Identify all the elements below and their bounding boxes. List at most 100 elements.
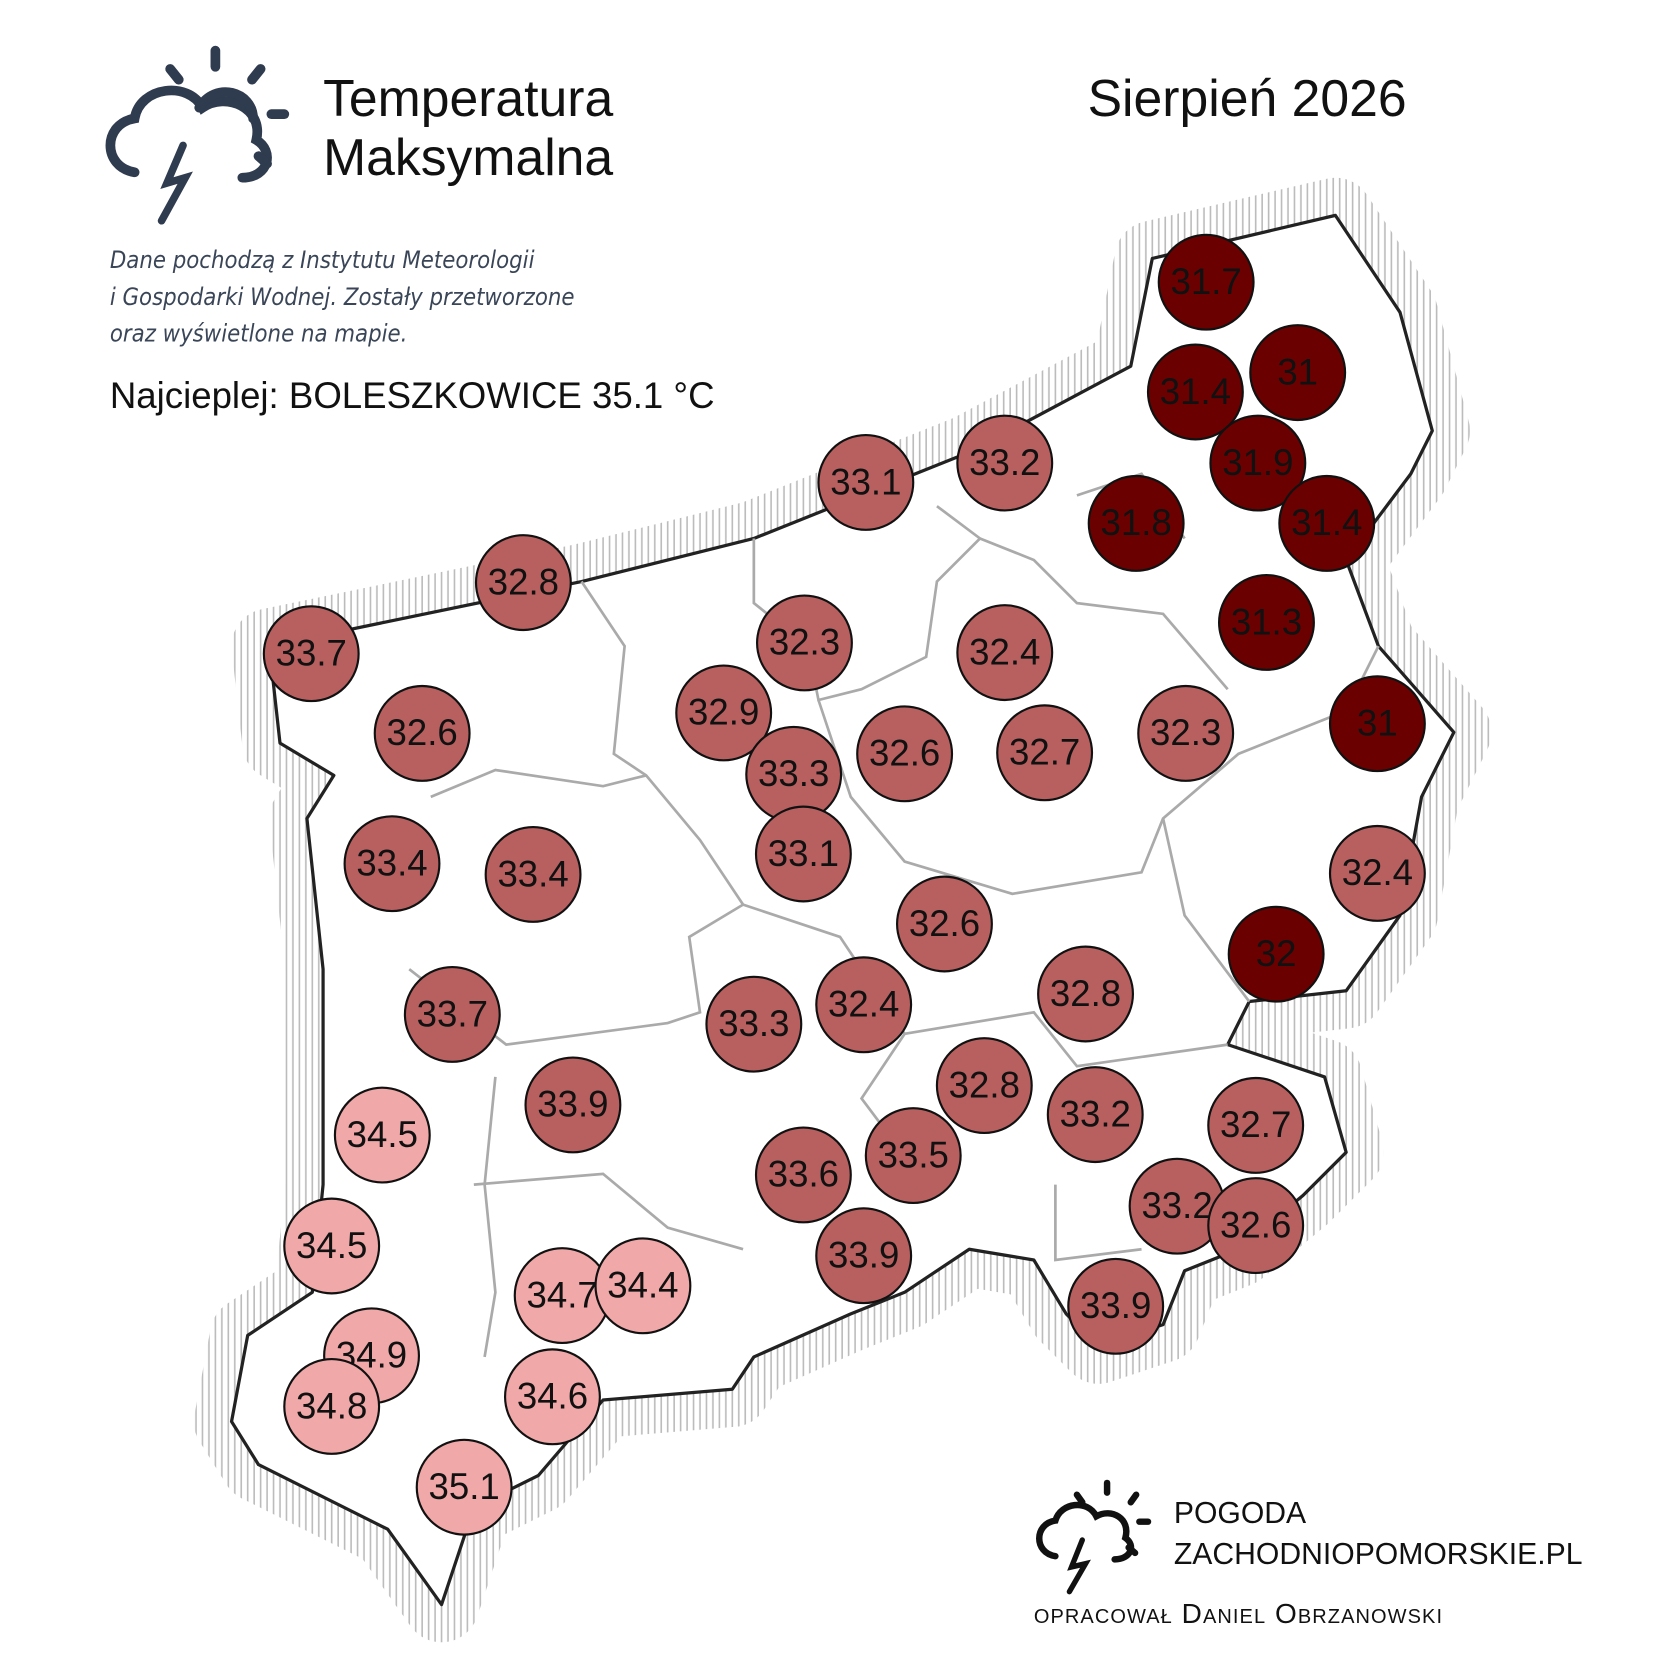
station-marker (1037, 945, 1134, 1043)
station-marker (864, 1107, 962, 1204)
station-value: 32.9 (688, 692, 759, 733)
station-marker (956, 604, 1054, 702)
footer-logo (1036, 1479, 1152, 1595)
station-value: 33.5 (878, 1134, 949, 1175)
station-marker (403, 966, 501, 1063)
station-value: 31 (1277, 351, 1318, 392)
station-value: 32 (1256, 933, 1297, 974)
station-marker (283, 1357, 381, 1455)
station-marker (283, 1197, 381, 1295)
station-value: 32.7 (1009, 732, 1080, 773)
station-value: 32.4 (828, 984, 899, 1025)
station-marker (754, 1126, 852, 1224)
station-marker (1209, 414, 1307, 512)
station-value: 33.9 (537, 1084, 608, 1125)
station-value: 32.8 (1050, 973, 1121, 1014)
station-marker (1328, 675, 1426, 773)
station-value: 32.4 (1342, 852, 1413, 893)
station-value: 32.8 (949, 1064, 1020, 1105)
station-value: 31.7 (1171, 261, 1242, 302)
brand-line: ZACHODNIOPOMORSKIE.PL (1174, 1538, 1583, 1571)
station-marker (1207, 1076, 1305, 1174)
station-marker (956, 414, 1054, 512)
description-line: i Gospodarki Wodnej. Zostały przetworzon… (110, 283, 575, 311)
title-line: Temperatura (323, 69, 613, 127)
weather-logo (105, 45, 290, 225)
station-value: 33.1 (768, 833, 839, 874)
station-value: 34.5 (347, 1114, 418, 1155)
station-marker (1227, 905, 1325, 1003)
station-value: 33.2 (969, 442, 1040, 483)
station-value: 31.4 (1160, 371, 1231, 412)
station-marker (756, 594, 853, 692)
title-line: Maksymalna (323, 128, 613, 186)
station-marker (1328, 824, 1426, 922)
station-value: 33.7 (276, 633, 347, 674)
station-marker (1249, 324, 1347, 422)
station-marker (856, 705, 954, 803)
station-value: 33.2 (1141, 1185, 1212, 1226)
station-marker (815, 956, 913, 1054)
station-value: 33.2 (1060, 1093, 1131, 1134)
station-value: 33.3 (718, 1003, 789, 1044)
station-value: 33.4 (497, 853, 568, 894)
station-marker (524, 1056, 622, 1154)
station-marker (474, 534, 572, 632)
station-value: 32.7 (1220, 1104, 1291, 1145)
station-marker (1207, 1177, 1305, 1274)
station-value: 32.6 (1220, 1204, 1291, 1245)
station-value: 34.6 (517, 1376, 588, 1417)
station-marker (262, 605, 360, 703)
station-marker (1046, 1066, 1144, 1164)
station-marker (1278, 474, 1376, 572)
station-value: 31.3 (1231, 601, 1302, 642)
station-marker (333, 1086, 431, 1184)
station-marker (675, 664, 773, 762)
station-value: 32.6 (909, 903, 980, 944)
station-marker (1146, 343, 1244, 441)
station-marker (594, 1237, 692, 1335)
period: Sierpień 2026 (1088, 69, 1407, 127)
station-value: 34.5 (296, 1225, 367, 1266)
station-marker (504, 1348, 601, 1446)
station-marker (996, 704, 1094, 802)
station-marker (1087, 474, 1185, 572)
station-value: 31.4 (1291, 502, 1362, 543)
station-marker (754, 805, 852, 903)
station-marker (1067, 1257, 1165, 1355)
station-value: 32.3 (1150, 712, 1221, 753)
station-value: 34.4 (607, 1265, 678, 1306)
station-value: 33.9 (828, 1235, 899, 1276)
station-marker (1137, 684, 1235, 782)
hottest-station: Najcieplej: BOLESZKOWICE 35.1 °C (110, 375, 715, 416)
description-line: Dane pochodzą z Instytutu Meteorologii (110, 246, 535, 274)
station-value: 33.4 (356, 843, 427, 884)
station-marker (373, 684, 471, 782)
station-marker (817, 434, 915, 531)
station-marker (896, 875, 993, 973)
credit: opracował Daniel Obrzanowski (1034, 1598, 1443, 1629)
station-value: 32.6 (869, 733, 940, 774)
station-value: 35.1 (429, 1466, 500, 1507)
station-marker (1157, 233, 1255, 331)
station-value: 33.9 (1080, 1285, 1151, 1326)
station-marker (1217, 574, 1315, 671)
station-marker (815, 1207, 913, 1305)
station-value: 32.4 (969, 631, 1040, 672)
station-marker (415, 1438, 513, 1536)
station-value: 33.6 (768, 1154, 839, 1195)
station-value: 33.1 (830, 461, 901, 502)
station-value: 32.6 (387, 712, 458, 753)
station-value: 33.7 (417, 993, 488, 1034)
brand-line: POGODA (1174, 1497, 1307, 1530)
station-value: 31 (1357, 703, 1398, 744)
station-value: 33.3 (758, 753, 829, 794)
station-value: 31.8 (1101, 502, 1172, 543)
station-value: 34.8 (296, 1385, 367, 1426)
station-value: 32.8 (488, 561, 559, 602)
station-value: 34.7 (527, 1274, 598, 1315)
station-marker (705, 975, 803, 1073)
station-marker (484, 826, 582, 923)
